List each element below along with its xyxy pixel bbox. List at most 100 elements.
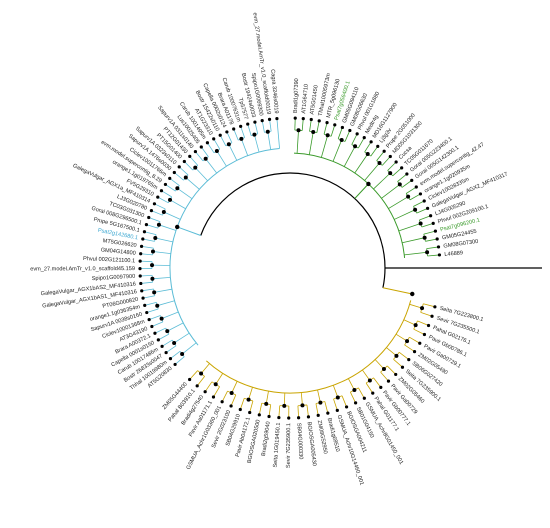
leaf-branch: [397, 173, 408, 182]
leaf-branch: [151, 210, 163, 216]
node: [156, 222, 161, 227]
leaf-branch: [330, 124, 336, 137]
subclade-stem: [167, 322, 184, 332]
leaf-node: [325, 121, 329, 125]
subclade-stem: [388, 196, 409, 209]
leaf-branch: [316, 120, 320, 133]
leaf-branch: [174, 356, 185, 365]
leaf-node: [433, 305, 437, 309]
leaf-branch: [240, 126, 245, 138]
leaf-label: GM04G14800: [100, 247, 136, 256]
leaf-branch: [184, 161, 194, 171]
leaf-branch: [323, 122, 328, 135]
leaf-node: [159, 189, 164, 193]
leaf-node: [354, 401, 358, 405]
leaf-node: [145, 310, 149, 315]
clade-stem: [177, 226, 201, 236]
leaf-branch: [349, 391, 356, 404]
leaf-branch: [140, 281, 153, 284]
node: [172, 340, 177, 345]
leaf-label: Seita 1G019450.1: [273, 422, 282, 467]
leaf-branch: [365, 382, 374, 394]
subclade-stem: [163, 211, 181, 220]
subclade-stem: [296, 130, 299, 154]
subclade-stem: [200, 363, 210, 374]
node: [246, 397, 251, 402]
leaf-node: [248, 410, 252, 415]
leaf-branch: [144, 231, 157, 236]
leaf-node: [362, 396, 366, 400]
node: [252, 132, 257, 137]
leaf-node: [376, 144, 380, 148]
leaf-branch: [204, 381, 213, 392]
leaf-node: [309, 117, 313, 122]
leaf-label: Spipo1G0097900: [92, 274, 136, 282]
subclade-stem: [158, 224, 177, 231]
leaf-branch: [221, 390, 228, 402]
leaf-branch: [200, 146, 209, 157]
leaf-node: [418, 341, 422, 345]
leaf-node: [275, 116, 279, 121]
leaf-node: [138, 266, 142, 271]
leaf-node: [150, 324, 154, 329]
subclade-stem: [185, 177, 200, 190]
leaf-branch: [376, 150, 385, 161]
subclade-stem: [228, 144, 238, 161]
leaf-branch: [392, 167, 402, 177]
leaf-branch: [195, 151, 204, 162]
leaf-label: BGIOSGA005430: [306, 422, 317, 467]
leaf-branch: [165, 345, 177, 353]
clade-arc: [169, 147, 280, 346]
subclade-stem: [152, 276, 171, 280]
subclade-stem: [241, 138, 249, 156]
subclade-stem: [267, 131, 272, 150]
leaf-node: [437, 253, 442, 257]
node: [367, 378, 372, 383]
node: [229, 391, 234, 396]
leaf-node: [246, 122, 250, 126]
leaf-node: [141, 296, 145, 300]
leaf-node: [297, 416, 301, 420]
subclade-stem: [394, 209, 416, 220]
leaf-branch: [219, 135, 227, 147]
leaf-label: evm_27.model.AmTr_v1.0_scaffold45.159: [30, 266, 135, 272]
subclade-stem: [347, 378, 355, 391]
leaf-branch: [419, 215, 431, 221]
node: [159, 316, 164, 321]
node: [175, 186, 180, 191]
leaf-label: Bradi2g59040: [261, 421, 272, 456]
leaf-node: [429, 214, 433, 218]
leaf-node: [369, 140, 373, 144]
leaf-node: [412, 349, 417, 354]
leaf-branch: [146, 224, 159, 229]
node: [420, 306, 425, 311]
leaf-node: [418, 192, 423, 196]
leaf-branch: [301, 118, 304, 131]
leaf-branch: [258, 402, 263, 415]
leaf-node: [139, 244, 144, 248]
leaf-node: [355, 132, 359, 136]
node: [226, 142, 231, 147]
node: [152, 290, 157, 295]
leaf-branch: [239, 398, 245, 410]
clade-arc: [293, 152, 406, 259]
leaf-node: [260, 118, 264, 123]
leaf-label: Sevir 7G235900.1: [286, 423, 292, 468]
subclade-stem: [398, 223, 421, 232]
leaf-branch: [423, 230, 436, 235]
node: [335, 395, 340, 400]
subclade-stem: [157, 300, 175, 307]
leaf-branch: [141, 245, 154, 249]
leaf-node: [267, 117, 272, 122]
leaf-node: [333, 123, 337, 127]
leaf-node: [160, 344, 164, 348]
leaf-node: [348, 128, 352, 133]
leaf-branch: [380, 371, 389, 382]
leaf-node: [431, 221, 435, 226]
subclade-stem: [283, 392, 286, 406]
subclade-stem: [300, 392, 303, 406]
leaf-branch: [142, 295, 155, 299]
leaf-node: [414, 185, 418, 189]
subclade-stem: [374, 359, 385, 370]
